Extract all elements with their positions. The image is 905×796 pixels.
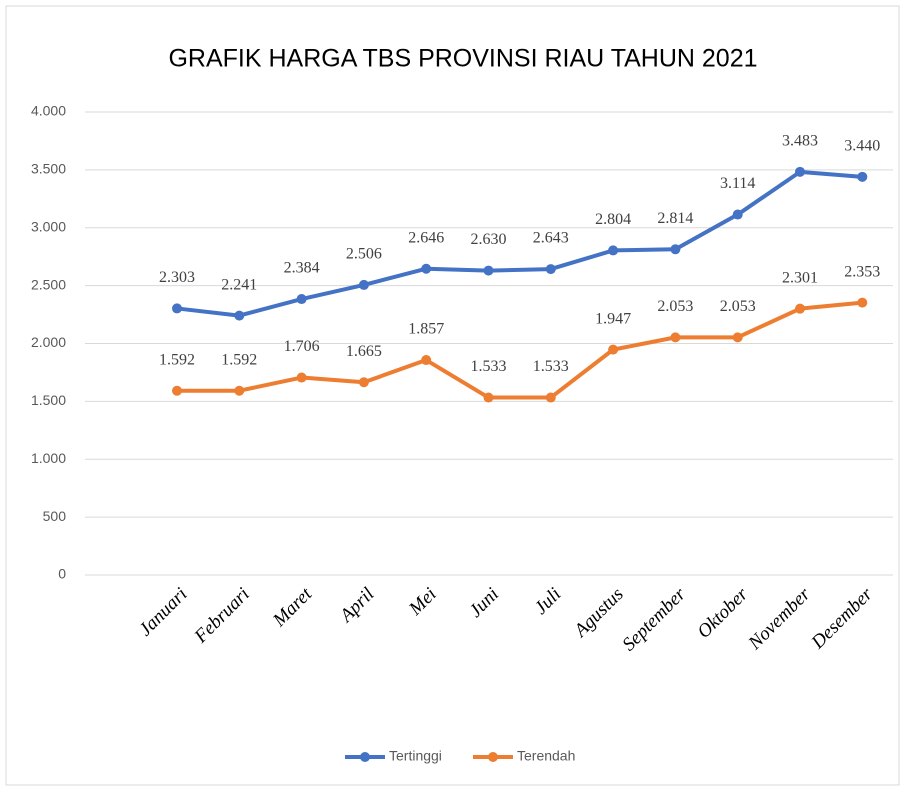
legend-marker (488, 752, 498, 762)
point (483, 265, 494, 276)
data-label: 2.814 (657, 210, 693, 227)
data-label: 2.804 (595, 211, 631, 228)
data-label: 1.592 (221, 351, 257, 368)
data-label: 1.533 (471, 358, 507, 375)
point (795, 303, 805, 314)
y-tick-label: 2.500 (31, 276, 66, 292)
y-tick-label: 3.500 (31, 161, 66, 177)
data-label: 2.506 (346, 246, 382, 263)
point (608, 344, 619, 355)
y-tick-label: 4.000 (31, 103, 66, 119)
y-tick-label: 0 (58, 566, 66, 582)
point (795, 166, 805, 177)
y-tick-label: 1.000 (31, 450, 66, 466)
data-label: 3.114 (720, 175, 755, 192)
data-label: 2.053 (657, 298, 693, 315)
point (234, 385, 245, 396)
data-label: 3.483 (782, 133, 818, 150)
data-label: 1.533 (533, 358, 569, 375)
line (176, 169, 863, 318)
data-label: 2.643 (533, 230, 569, 247)
point (545, 264, 556, 275)
data-label: 2.646 (408, 229, 444, 246)
data-label: 2.241 (221, 276, 257, 293)
point (857, 171, 868, 182)
data-label: 2.053 (720, 298, 756, 315)
data-label: 1.665 (346, 343, 382, 360)
data-label: 2.384 (284, 260, 320, 277)
point (608, 245, 619, 256)
data-label: 2.353 (844, 263, 880, 280)
chart-title: GRAFIK HARGA TBS PROVINSI RIAU TAHUN 202… (168, 45, 757, 73)
y-tick-label: 500 (43, 508, 67, 524)
data-label: 3.440 (844, 137, 880, 154)
y-tick-label: 1.500 (31, 392, 66, 408)
point (483, 392, 494, 403)
point (358, 377, 369, 388)
point (421, 355, 432, 366)
point (732, 209, 743, 220)
point (670, 332, 681, 343)
y-tick-label: 3.000 (31, 218, 66, 234)
point (732, 332, 743, 343)
data-label: 2.630 (471, 231, 507, 248)
legend-label: Terendah (517, 748, 575, 764)
point (545, 392, 556, 403)
point (670, 244, 681, 255)
point (358, 279, 369, 290)
data-label: 2.303 (159, 269, 195, 286)
point (172, 303, 182, 314)
point (421, 263, 432, 274)
point (296, 372, 307, 383)
legend-marker (360, 752, 370, 762)
data-label: 1.947 (595, 310, 631, 327)
data-label: 1.706 (284, 338, 320, 355)
data-label: 1.592 (159, 351, 195, 368)
point (857, 297, 868, 308)
y-tick-label: 2.000 (31, 334, 66, 350)
line (177, 300, 863, 400)
data-label: 1.857 (408, 321, 444, 338)
point (296, 294, 307, 305)
data-label: 2.301 (782, 269, 818, 286)
chart-frame (5, 5, 900, 786)
legend-label: Tertinggi (389, 748, 442, 764)
point (234, 310, 245, 321)
point (172, 385, 182, 396)
